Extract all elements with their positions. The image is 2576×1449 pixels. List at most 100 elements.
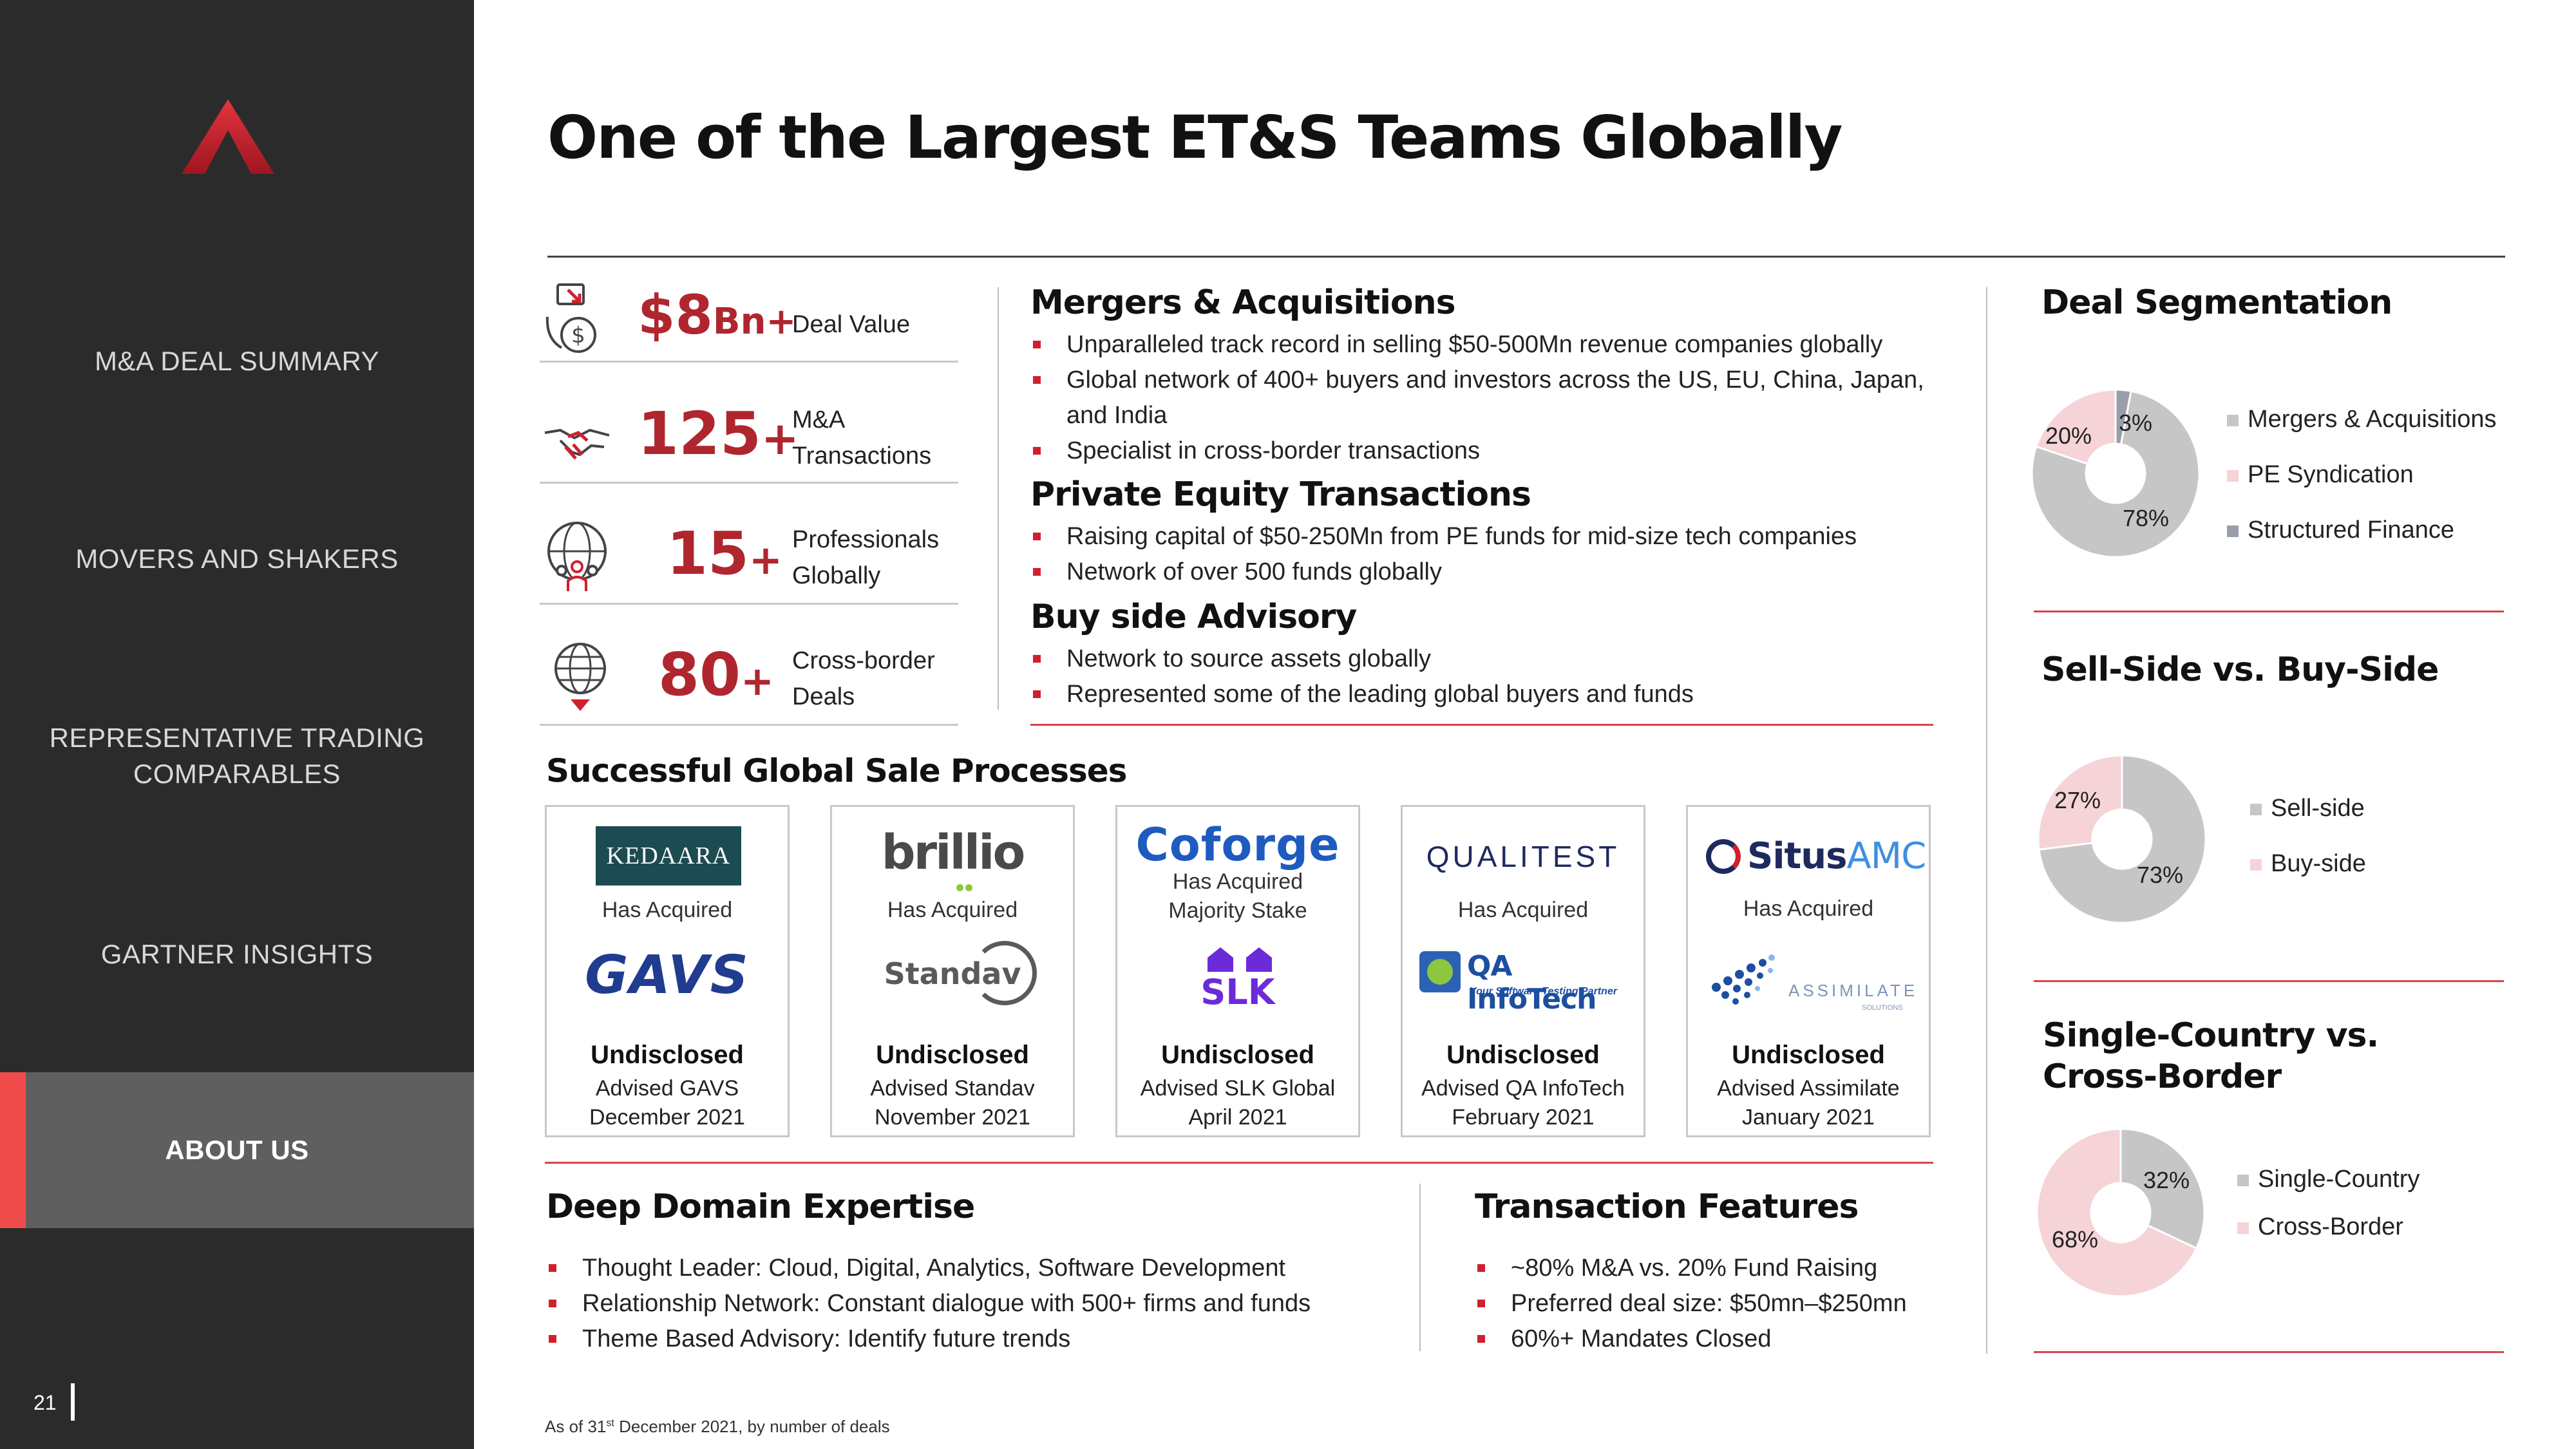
nav-gartner-insights[interactable]: GARTNER INSIGHTS (100, 939, 374, 969)
buy-side-heading: Buy side Advisory (1030, 598, 1357, 636)
target-logo: Standav (884, 956, 1021, 991)
bullet-item: Specialist in cross-border transactions (1030, 433, 1964, 469)
deal-value-icon: $ (545, 283, 596, 353)
professionals-number: 15+ (667, 519, 782, 588)
stat-divider (540, 482, 958, 484)
pie-label-buy: 27% (2054, 787, 2101, 813)
legend-swatch (2237, 1222, 2249, 1234)
pie-label-sf: 3% (2119, 410, 2153, 436)
target-logo-ring (972, 941, 1037, 1005)
features-bullets: ~80% M&A vs. 20% Fund Raising Preferred … (1475, 1251, 1964, 1357)
cross-border-number: 80+ (658, 640, 774, 709)
target-logo: SLK (1200, 972, 1275, 1012)
buyer-logo: Coforge (1135, 819, 1340, 871)
advised-text: Advised QA InfoTech (1421, 1076, 1625, 1101)
deal-details: Advised SLK Global April 2021 (1117, 1074, 1358, 1132)
sell-buy-pie (2037, 754, 2207, 924)
ma-heading: Mergers & Acquisitions (1030, 283, 1456, 322)
active-indicator (0, 1072, 26, 1228)
nav-representative-trading-comparables[interactable]: REPRESENTATIVE TRADING COMPARABLES (0, 720, 474, 792)
nav-label-line2: COMPARABLES (133, 759, 341, 789)
legend-swatch (2250, 858, 2262, 871)
target-logo: QA InfoTech (1467, 950, 1596, 1016)
svg-text:$: $ (571, 323, 585, 348)
domain-bullets: Thought Leader: Cloud, Digital, Analytic… (546, 1251, 1383, 1357)
deal-outcome: Undisclosed (876, 1041, 1029, 1069)
company-logo (182, 99, 274, 174)
deal-value-number: $8Bn+ (638, 283, 797, 346)
target-tagline: SOLUTIONS (1862, 1004, 1903, 1012)
deal-details: Advised Standav November 2021 (832, 1074, 1073, 1132)
ma-label-line1: M&A (792, 406, 846, 433)
deal-card-brillio: brillio Has Acquired Standav Undisclosed… (830, 805, 1075, 1137)
deal-date: January 2021 (1741, 1105, 1875, 1130)
title-divider (547, 256, 2505, 258)
legend-item: Buy-side (2250, 850, 2366, 878)
deal-value-label: Deal Value (792, 311, 911, 338)
pie-slice-sell-side (2038, 754, 2207, 924)
nav-ma-deal-summary[interactable]: M&A DEAL SUMMARY (94, 346, 380, 376)
advised-text: Advised Assimilate (1717, 1076, 1900, 1101)
buyer-logo: KEDAARA (596, 826, 741, 886)
buyer-logo: QUALITEST (1426, 840, 1620, 873)
nav-about-us-label: ABOUT US (165, 1135, 309, 1165)
acquired-line1: Has Acquired (1172, 869, 1303, 894)
single-cross-pie (2036, 1128, 2206, 1298)
pie-slice-mergers-acquisitions (2031, 390, 2201, 558)
stats-column-divider (998, 287, 999, 710)
pe-heading: Private Equity Transactions (1030, 475, 1531, 514)
bullet-item: Raising capital of $50-250Mn from PE fun… (1030, 519, 1964, 554)
deal-details: Advised Assimilate January 2021 (1688, 1074, 1929, 1132)
legend-swatch (2250, 803, 2262, 815)
single-cross-title: Single-Country vs. Cross-Border (2043, 1015, 2379, 1097)
legend-item: Single-Country (2237, 1166, 2420, 1193)
pie-slice-cross-border (2036, 1128, 2198, 1298)
cross-border-label-line2: Deals (792, 683, 855, 710)
features-heading: Transaction Features (1475, 1188, 1859, 1226)
target-logo-mark (1712, 954, 1775, 1005)
domain-heading: Deep Domain Expertise (546, 1188, 975, 1226)
ma-transactions-label: M&A Transactions (792, 402, 931, 474)
globe-people-icon (547, 522, 607, 591)
acquired-label: Has Acquired (887, 898, 1018, 922)
bullet-item: Global network of 400+ buyers and invest… (1030, 363, 1964, 433)
deal-details: Advised QA InfoTech February 2021 (1403, 1074, 1643, 1132)
professionals-label-line2: Globally (792, 562, 881, 589)
services-underline (1030, 724, 1933, 726)
ma-label-line2: Transactions (792, 442, 932, 469)
buyer-logo-mark (1706, 839, 1741, 874)
nav-label-line1: REPRESENTATIVE TRADING (49, 723, 425, 753)
pie-label-sell: 73% (2137, 862, 2184, 888)
target-tagline: Your Software Testing Partner (1470, 986, 1618, 997)
target-logo-mark (1208, 947, 1272, 972)
target-logo: ASSIMILATE (1788, 981, 1918, 1000)
bullet-item: 60%+ Mandates Closed (1475, 1321, 1964, 1357)
deal-card-coforge: Coforge Has Acquired Majority Stake SLK … (1115, 805, 1360, 1137)
bullet-item: Unparalleled track record in selling $50… (1030, 327, 1964, 363)
pie-slice-pe-syndication (2034, 388, 2117, 466)
sales-underline (545, 1162, 1933, 1164)
nav-movers-and-shakers[interactable]: MOVERS AND SHAKERS (75, 544, 399, 574)
legend-swatch (2227, 525, 2239, 537)
nav-about-us[interactable]: ABOUT US (0, 1072, 474, 1228)
deal-outcome: Undisclosed (1446, 1041, 1600, 1069)
cross-border-label: Cross-border Deals (792, 643, 935, 715)
pie-label-cross: 68% (2052, 1226, 2099, 1253)
bullet-item: ~80% M&A vs. 20% Fund Raising (1475, 1251, 1964, 1286)
legend-item: Structured Finance (2227, 516, 2454, 544)
deal-card-situsamc: SitusAMC Has Acquired ASSIMILATE SOLUTIO… (1686, 805, 1931, 1137)
pie-slice-buy-side (2037, 754, 2123, 851)
deal-date: December 2021 (589, 1105, 745, 1130)
bullet-item: Network to source assets globally (1030, 641, 1964, 677)
deal-date: February 2021 (1452, 1105, 1595, 1130)
acquired-line2: Majority Stake (1168, 898, 1307, 923)
chart-separator (2034, 611, 2504, 612)
target-logo-mark-inner (1427, 959, 1453, 985)
pie-label-ma: 78% (2123, 505, 2170, 531)
pie-slice-single-country (2119, 1128, 2206, 1250)
chart-separator (2034, 980, 2504, 982)
deal-outcome: Undisclosed (1732, 1041, 1885, 1069)
logo-dot (956, 884, 963, 891)
professionals-label: Professionals Globally (792, 522, 939, 594)
bullet-item: Network of over 500 funds globally (1030, 554, 1964, 590)
